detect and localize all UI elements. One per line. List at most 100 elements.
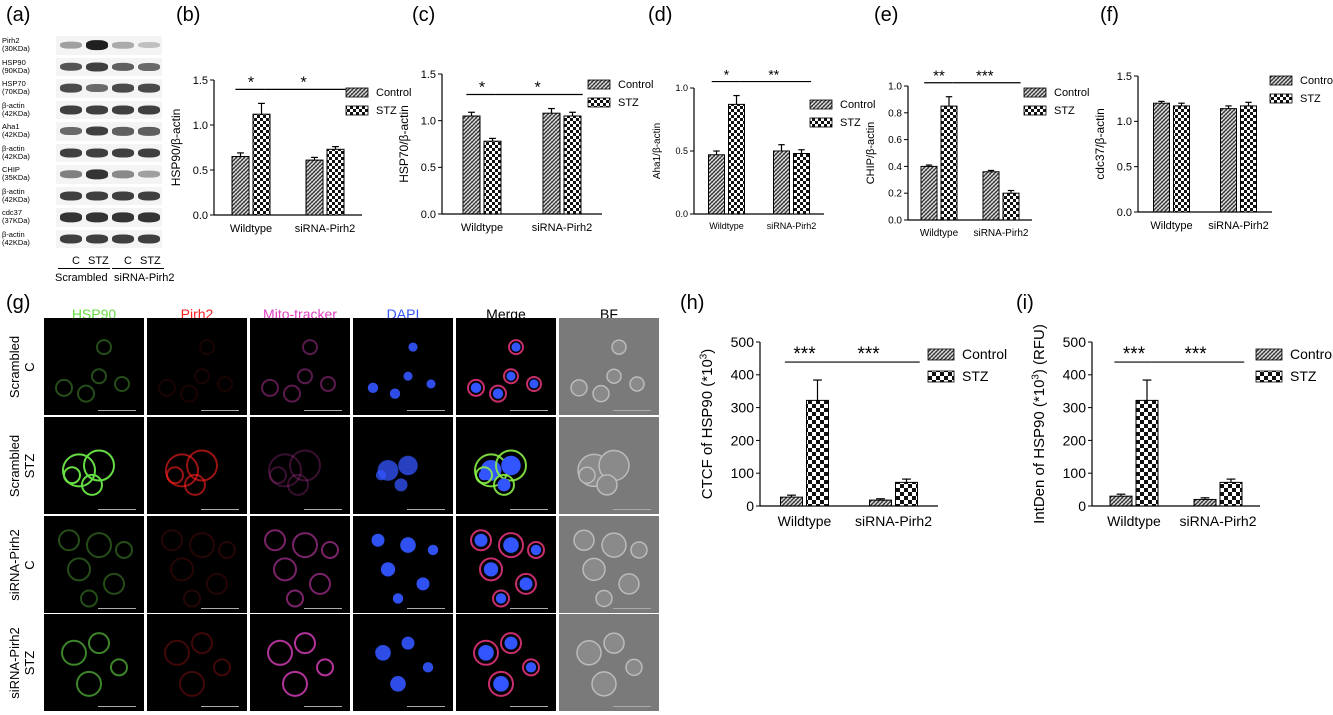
blot-row-label: β-actin (42KDa) <box>2 101 56 118</box>
cell-blob <box>527 540 545 559</box>
x-category-label: siRNA-Pirh2 <box>295 223 356 235</box>
blot-protein-mass: (30KDa) <box>2 44 30 53</box>
blot-band <box>86 191 108 201</box>
cell-blob <box>67 557 91 582</box>
blot-strip <box>56 143 162 162</box>
x-category-label: siRNA-Pirh2 <box>1179 513 1256 529</box>
legend-swatch <box>927 370 955 383</box>
row-label-line: Scrambled <box>7 335 22 398</box>
cell-blob <box>570 379 588 397</box>
chart-b: 0.0 0.5 1.0 1.5 HSP90/β-actin Wildtype siRNA-P… <box>169 40 415 290</box>
blot-row-label: β-actin (42KDa) <box>2 143 56 161</box>
nucleus-blob <box>529 379 539 389</box>
row-label-line: siRNA-Pirh2 <box>7 626 22 699</box>
row-label-line: C <box>22 361 37 372</box>
row-label: siRNA-Pirh2 C <box>7 517 37 613</box>
y-tick-label: 500 <box>1063 334 1087 350</box>
micrograph-cell <box>559 318 659 415</box>
blot-protein-name: β-actin <box>2 143 25 153</box>
row-label: Scrambled C <box>7 319 37 415</box>
y-tick-label: 200 <box>731 432 755 448</box>
bar <box>920 165 938 221</box>
cell-blob <box>289 449 321 482</box>
blot-strip <box>56 100 162 119</box>
cell-blob <box>199 339 215 356</box>
blot-row-label: cdc37 (37KDa) <box>2 209 56 225</box>
cell-blob <box>164 639 190 666</box>
cell-blob <box>191 632 213 655</box>
y-tick-label: 100 <box>1063 465 1087 481</box>
y-tick-label: 0.0 <box>193 210 208 222</box>
cell-blob <box>55 378 73 397</box>
blot-protein-mass: (42KDa) <box>2 108 30 118</box>
cell-blob <box>165 453 199 488</box>
blot-band <box>112 83 134 93</box>
chart-axes <box>759 342 938 507</box>
nucleus-blob <box>470 382 482 394</box>
nucleus-blob <box>478 645 494 661</box>
legend-swatch <box>1255 370 1283 383</box>
cell-blob <box>573 529 595 551</box>
chart-svg: 0.0 0.5 1.0 Aha1/β-actin Wildtype siRNA-Pirh2… <box>652 67 875 231</box>
nucleus-blob <box>525 662 537 673</box>
cell-blob <box>218 540 236 559</box>
legend-swatch <box>587 79 611 90</box>
x-category-label: Wildtype <box>778 513 832 529</box>
blot-band <box>138 127 160 136</box>
cell-blob <box>286 589 304 608</box>
cell-blob <box>184 473 206 496</box>
blot-band <box>138 148 160 158</box>
legend-swatch <box>345 105 369 116</box>
micrograph-cell <box>250 318 350 415</box>
row-label-line: Scrambled <box>7 434 22 497</box>
cell-blob <box>292 532 318 559</box>
blot-strip <box>56 165 162 184</box>
cell-blob <box>194 368 210 385</box>
blot-protein-mass: (42KDa) <box>2 237 30 247</box>
panel-label-h: (h) <box>680 292 705 314</box>
y-tick-label: 0 <box>1078 498 1086 514</box>
scale-bar <box>613 706 651 707</box>
scale-bar <box>613 509 651 510</box>
legend-label: STZ <box>618 97 639 109</box>
blot-band <box>138 62 160 71</box>
chart-c: 0.0 0.5 1.0 1.5 HSP70/β-actin Wildtype siRNA-P… <box>397 40 653 290</box>
blot-band <box>112 62 134 71</box>
nucleus-blob <box>380 562 396 577</box>
nucleus-blob <box>401 636 415 650</box>
legend-label: STZ <box>1054 105 1075 117</box>
bar <box>895 481 918 507</box>
legend-label: Control <box>1300 75 1333 87</box>
cell-blob <box>161 529 183 552</box>
legend-swatch <box>1255 348 1283 361</box>
y-tick-label: 0.8 <box>888 108 902 119</box>
significance-marker: ** <box>933 68 945 85</box>
nucleus-blob <box>511 342 521 352</box>
cell-blob <box>183 589 201 608</box>
micrograph-cell <box>147 318 247 415</box>
micrograph-cell <box>44 417 144 514</box>
cell-blob <box>206 572 228 595</box>
blot-protein-name: HSP70 <box>2 79 26 88</box>
cell-blob <box>475 466 493 485</box>
bar <box>1135 399 1159 507</box>
blot-band <box>60 234 82 244</box>
panel-label-d: (d) <box>648 4 673 26</box>
cell-blob <box>522 658 540 677</box>
blot-band <box>60 62 82 71</box>
cell-blob <box>606 368 622 384</box>
bar <box>483 140 502 215</box>
chart-svg: 0.0 0.5 1.0 1.5 cdc37/β-actin Wildtype siRNA-P… <box>1093 71 1333 232</box>
bar <box>1240 105 1257 213</box>
cell-blob <box>96 339 112 356</box>
blot-band <box>86 126 108 136</box>
x-category-label: siRNA-Pirh2 <box>973 228 1028 239</box>
cell-blob <box>186 449 218 482</box>
micrograph-cell <box>353 516 453 613</box>
chart-svg: 0.0 0.5 1.0 1.5 HSP70/β-actin Wildtype siRNA-P… <box>397 69 653 234</box>
cell-blob <box>86 532 112 559</box>
blot-protein-name: cdc37 <box>2 208 23 217</box>
y-tick-label: 300 <box>1063 400 1087 416</box>
bar <box>982 171 1000 221</box>
y-tick-label: 1.0 <box>193 120 208 132</box>
